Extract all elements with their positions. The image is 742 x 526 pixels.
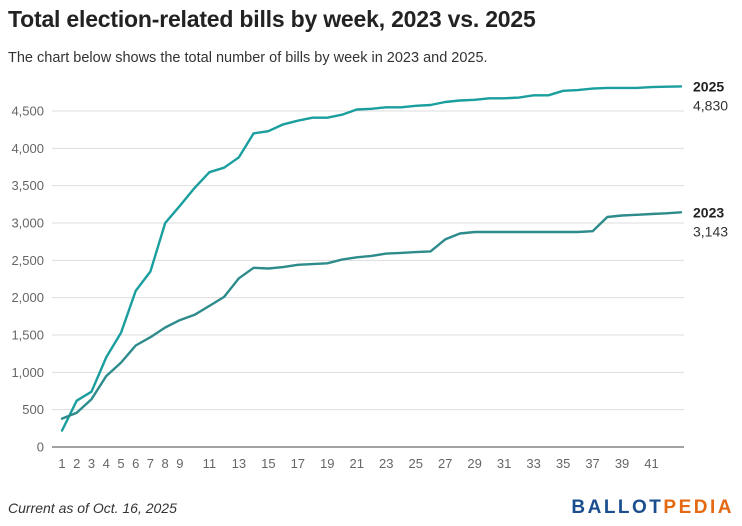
footer-note: Current as of Oct. 16, 2025 <box>8 500 177 516</box>
x-tick-label: 41 <box>644 456 658 471</box>
brand-part-pedia: PEDIA <box>663 497 734 518</box>
x-tick-label: 35 <box>556 456 570 471</box>
x-tick-label: 6 <box>132 456 139 471</box>
y-axis-ticks: 0 500 1,000 1,500 2,000 2,500 3,000 3,500 4,000 4… <box>11 104 44 455</box>
series-lines <box>60 85 683 432</box>
x-tick-label: 9 <box>176 456 183 471</box>
series-line-2025 <box>60 85 683 432</box>
brand-part-ballot: BALLOT <box>571 497 664 518</box>
series-line-2023 <box>60 211 683 420</box>
series-label-2023: 2023 <box>693 204 724 220</box>
y-tick-label: 2,500 <box>11 253 44 268</box>
chart-title: Total election-related bills by week, 20… <box>8 6 536 32</box>
series-end-value-2025: 4,830 <box>693 97 728 113</box>
y-tick-label: 3,000 <box>11 216 44 231</box>
x-tick-label: 27 <box>438 456 452 471</box>
y-tick-label: 3,500 <box>11 178 44 193</box>
x-tick-label: 33 <box>526 456 540 471</box>
y-tick-label: 1,500 <box>11 328 44 343</box>
x-tick-label: 37 <box>585 456 599 471</box>
x-tick-label: 39 <box>615 456 629 471</box>
y-tick-label: 4,000 <box>11 141 44 156</box>
x-axis-ticks: 1 2 3 4 5 6 7 8 9 11 13 15 17 19 21 23 25 27 29 31 33 35 37 39 4… <box>58 456 658 471</box>
x-tick-label: 11 <box>203 456 217 471</box>
x-tick-label: 13 <box>232 456 246 471</box>
x-tick-label: 17 <box>291 456 305 471</box>
y-tick-label: 500 <box>22 402 44 417</box>
series-end-value-2023: 3,143 <box>693 223 728 239</box>
x-tick-label: 7 <box>147 456 154 471</box>
x-tick-label: 2 <box>73 456 80 471</box>
y-tick-label: 4,500 <box>11 104 44 119</box>
x-tick-label: 5 <box>117 456 124 471</box>
x-tick-label: 23 <box>379 456 393 471</box>
y-tick-label: 2,000 <box>11 290 44 305</box>
x-tick-label: 21 <box>350 456 364 471</box>
x-tick-label: 3 <box>88 456 95 471</box>
x-tick-label: 19 <box>320 456 334 471</box>
line-chart: 0 500 1,000 1,500 2,000 2,500 3,000 3,500 4,000 4… <box>11 78 728 471</box>
end-labels: 2025 4,830 2023 3,143 <box>693 78 728 239</box>
series-label-2025: 2025 <box>693 78 724 94</box>
y-tick-label: 0 <box>37 440 44 455</box>
chart-subtitle: The chart below shows the total number o… <box>8 50 488 66</box>
x-tick-label: 25 <box>408 456 422 471</box>
y-tick-label: 1,000 <box>11 365 44 380</box>
x-tick-label: 15 <box>261 456 275 471</box>
x-tick-label: 29 <box>467 456 481 471</box>
x-tick-label: 31 <box>497 456 511 471</box>
x-tick-label: 8 <box>162 456 169 471</box>
gridlines <box>52 110 684 448</box>
x-tick-label: 4 <box>103 456 110 471</box>
x-tick-label: 1 <box>58 456 65 471</box>
ballotpedia-logo[interactable]: BALLOTPEDIA <box>571 497 734 519</box>
